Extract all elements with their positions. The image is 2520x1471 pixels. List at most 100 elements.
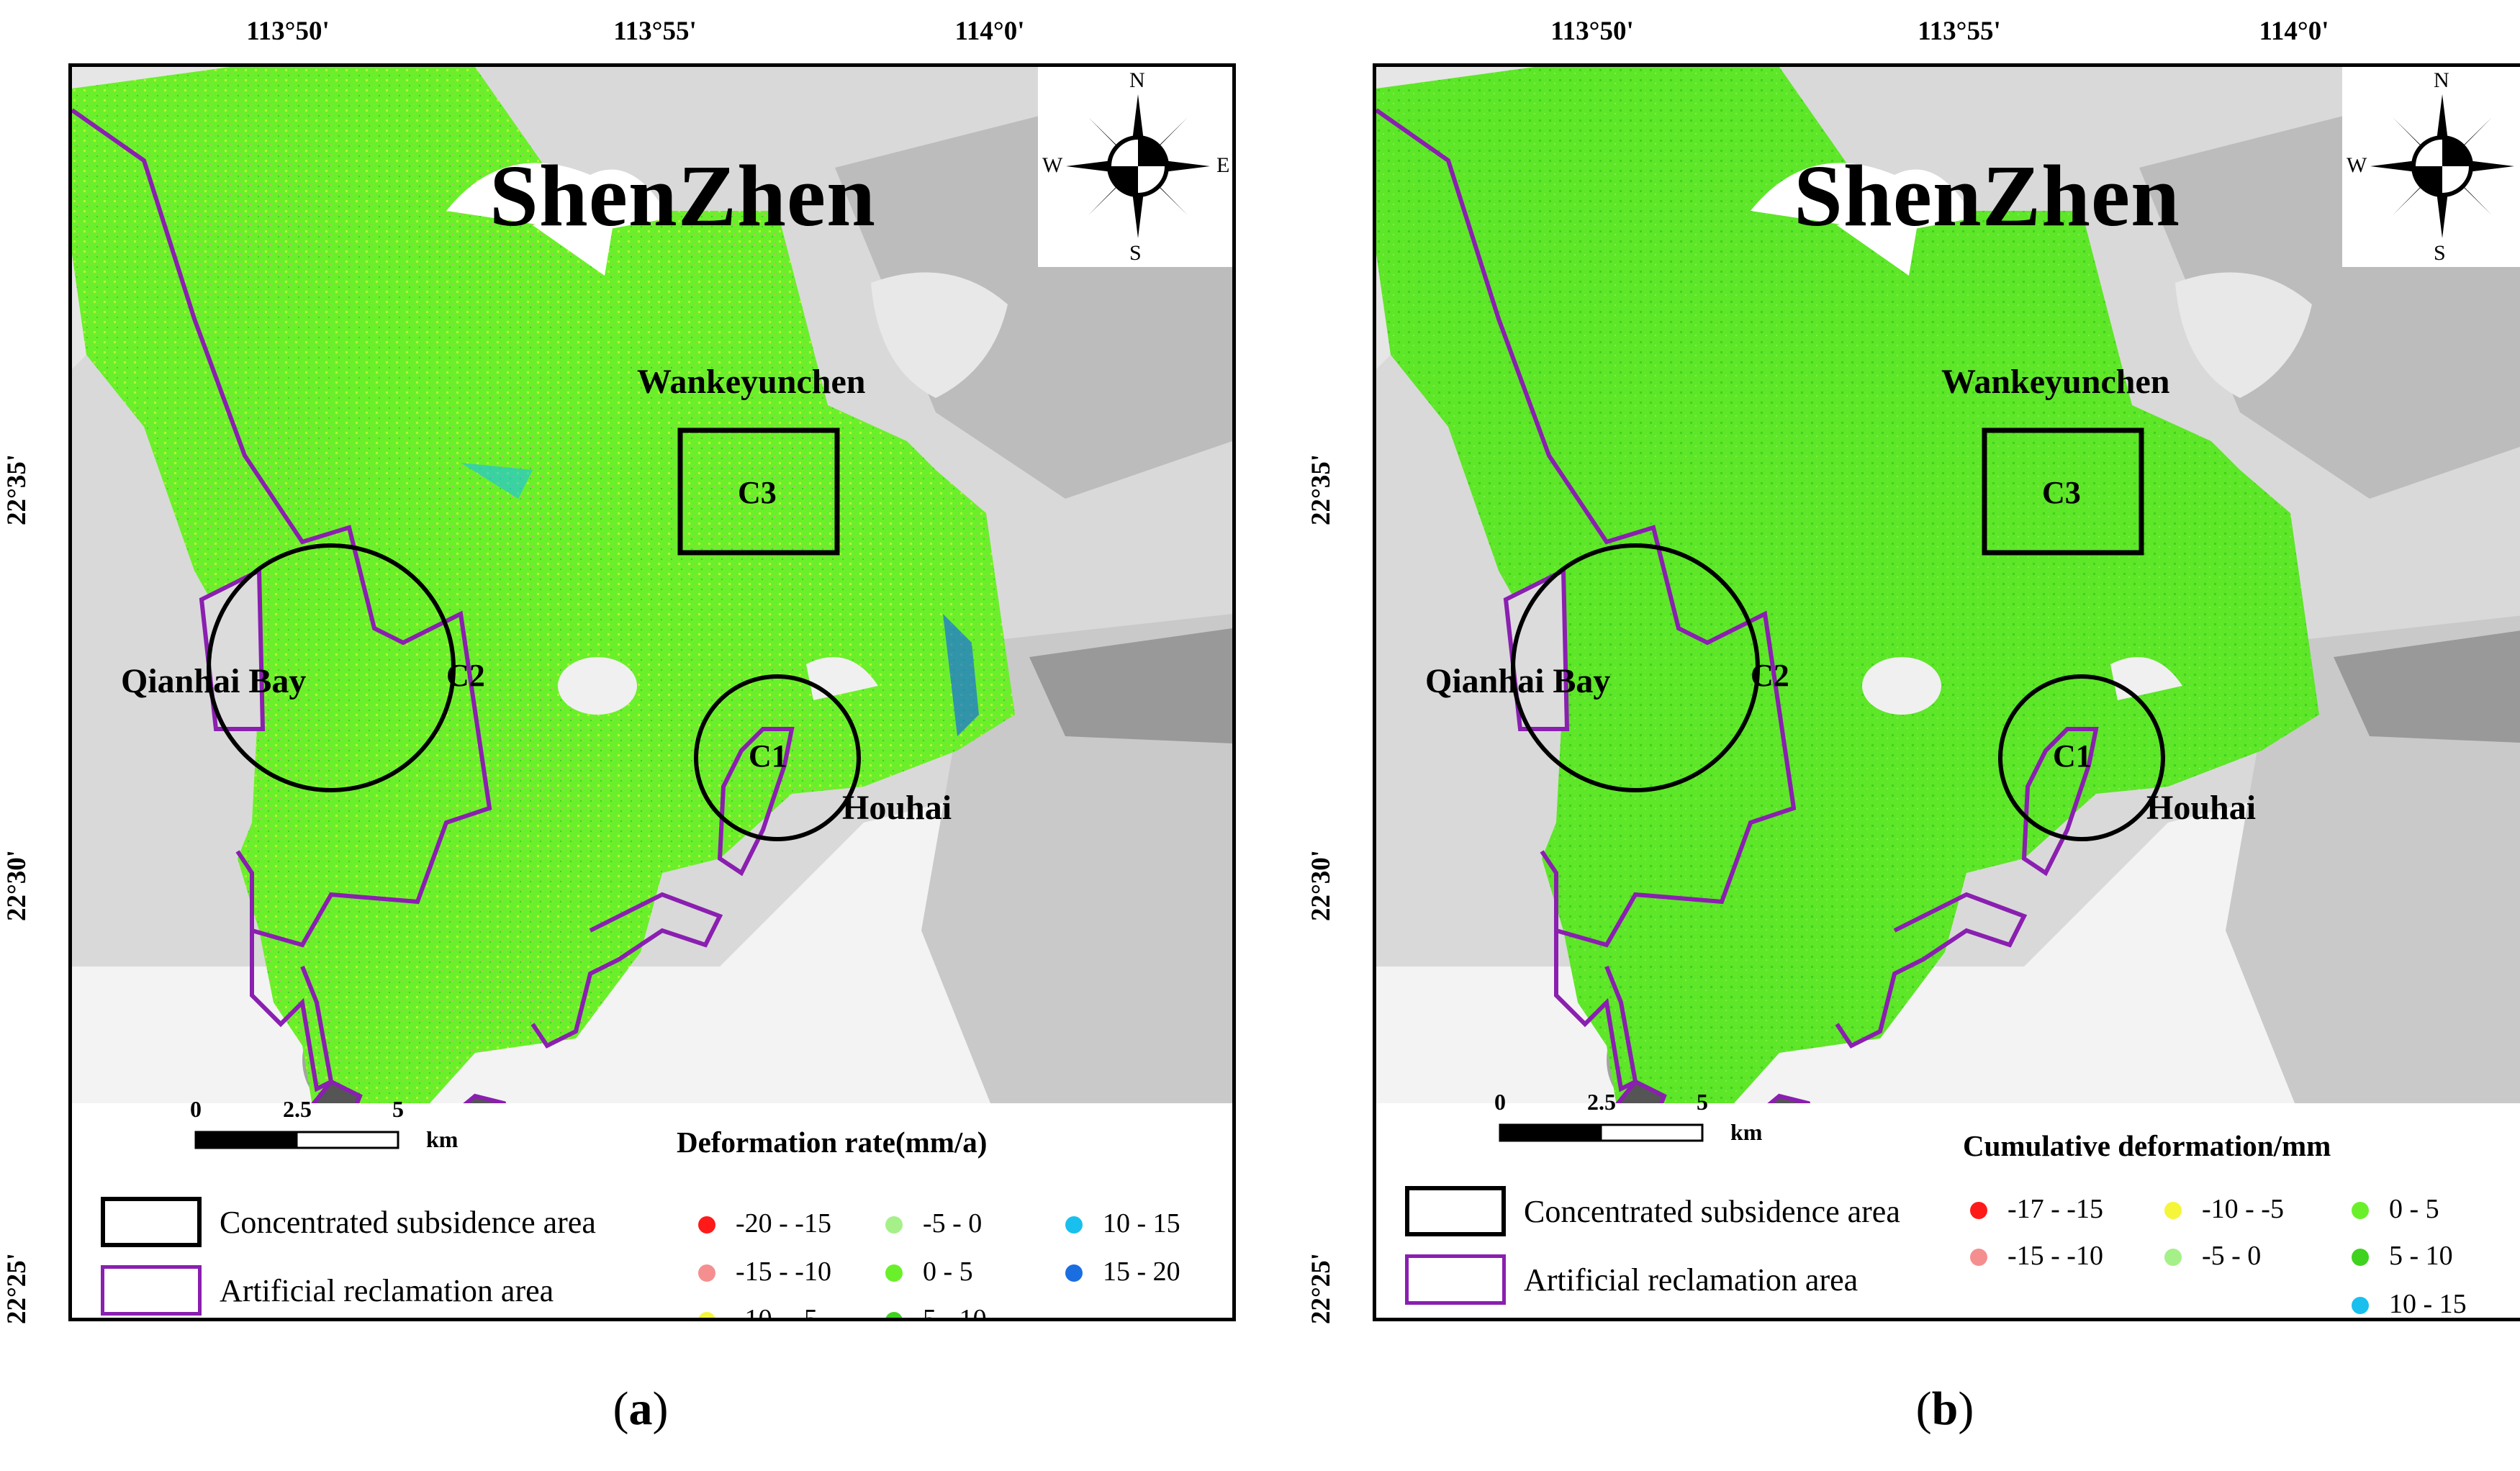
legend-dot [2352,1249,2369,1266]
scale-bar-graphic [1499,1123,1704,1142]
legend-dot [885,1312,903,1318]
terrain-relief [921,614,1232,1146]
legend-range: -5 - 0 [923,1208,983,1239]
panel-b: 113°50' 113°55' 114°0' 22°35' 22°30' 22°… [1304,0,2520,1471]
legend-label-reclamation: Artificial reclamation area [1524,1262,1859,1298]
panel-caption: (a) [613,1382,669,1436]
place-label-qianhai-bay: Qianhai Bay [121,662,307,700]
legend-label-reclamation: Artificial reclamation area [220,1273,554,1308]
city-title: ShenZhen [1794,148,2180,245]
compass-south: S [2434,241,2446,265]
legend-dot [2352,1202,2369,1219]
nodata-hills [2175,272,2312,398]
lon-tick-label: 114°0' [2259,17,2329,46]
lat-tick-label: 22°35' [2,453,32,525]
panel-a: 113°50' 113°55' 114°0' 22°35' 22°30' 22°… [0,0,1252,1471]
caption-close: ) [652,1382,669,1435]
reclamation-boundary [717,727,795,877]
place-label-qianhai-bay: Qianhai Bay [1425,662,1611,700]
subsidence-area-c3 [1982,427,2144,556]
legend-range: 0 - 5 [2389,1194,2439,1224]
scale-bar: 0 2.5 5 km [190,1096,458,1161]
place-label-wankeyunchen: Wankeyunchen [1941,363,2170,401]
legend-box-concentrated [101,1197,202,1247]
legend-label-concentrated: Concentrated subsidence area [1524,1194,1900,1229]
legend-dot [1970,1202,1987,1219]
lat-tick-label: 22°25' [1306,1252,1336,1324]
lon-tick-label: 113°55' [613,17,697,46]
legend-dot [698,1264,715,1282]
deformation-points [72,67,1015,1132]
reclamation-boundary [1835,892,2028,1049]
compass-west: W [1042,153,1063,177]
compass-south: S [1129,241,1142,265]
compass-north: N [1129,68,1145,92]
scale-tick: 5 [1697,1089,1708,1115]
legend-range: 5 - 10 [923,1304,987,1321]
legend-dot [2164,1202,2182,1219]
legend-range: -20 - -15 [736,1208,831,1239]
legend-box-reclamation [1405,1254,1506,1305]
map-frame: ShenZhen Wankeyunchen Qianhai Bay Houhai… [1373,63,2520,1321]
legend-dot [698,1312,715,1318]
legend-range: 15 - 20 [1103,1257,1180,1287]
caption-open: ( [1915,1382,1932,1435]
place-label-houhai: Houhai [2146,789,2257,827]
legend-dot [885,1264,903,1282]
legend-range: -15 - -10 [2008,1241,2103,1271]
scale-unit: km [1730,1119,1763,1145]
reclamation-boundary [530,892,723,1049]
scale-tick: 0 [190,1096,202,1122]
panel-caption: (b) [1916,1382,1974,1436]
compass-icon [1066,94,1210,238]
legend-range: -17 - -15 [2008,1194,2103,1224]
caption-letter: b [1931,1382,1959,1435]
uplift-cluster [461,463,533,499]
legend-dot [698,1216,715,1234]
legend-box-reclamation [101,1265,202,1316]
compass-rose: N S W E [1038,67,1232,267]
caption-close: ) [1958,1382,1974,1435]
place-label-wankeyunchen: Wankeyunchen [637,363,866,401]
area-label-c1: C1 [2053,738,2092,774]
nodata-hills [533,189,619,276]
reclamation-boundary [250,931,334,1092]
subsidence-area-c2 [1511,543,1760,792]
lat-tick-label: 22°30' [2,849,32,921]
scale-bar-graphic [194,1131,399,1149]
urban-dark [2334,630,2520,743]
color-legend-title: Cumulative deformation/mm [1963,1129,2331,1162]
legend-label-concentrated: Concentrated subsidence area [220,1205,596,1240]
scale-tick: 5 [392,1096,404,1122]
area-label-c1: C1 [749,738,787,774]
nodata-hills [558,657,637,715]
lon-tick-label: 113°55' [1918,17,2001,46]
caption-open: ( [613,1382,629,1435]
nodata-hills [871,272,1008,398]
area-label-c3: C3 [2042,475,2081,510]
scale-tick: 0 [1494,1089,1506,1115]
subsidence-area-c2 [207,543,456,792]
area-label-c2: C2 [446,658,485,693]
legend-range: -5 - 0 [2202,1241,2262,1271]
urban-dark [1029,628,1232,743]
compass-west: W [2347,153,2367,177]
map-image [72,67,1232,1318]
lat-tick-label: 22°25' [2,1252,32,1324]
lat-tick-label: 22°30' [1306,849,1336,921]
legend-dot [1065,1216,1083,1234]
area-label-c3: C3 [738,475,777,510]
deformation-points [1376,67,2319,1132]
scale-tick: 2.5 [1587,1089,1616,1115]
terrain-relief [2226,615,2520,1146]
reclamation-boundary [2021,727,2099,877]
legend-range: 5 - 10 [2389,1241,2453,1271]
compass-icon [2370,94,2514,238]
compass-north: N [2434,68,2449,92]
area-label-c2: C2 [1751,658,1789,693]
nodata-hills [1837,189,1923,276]
legend-dot [885,1216,903,1234]
legend-box-concentrated [1405,1186,1506,1236]
reclamation-boundary [1554,931,1638,1092]
map-image [1376,67,2520,1318]
